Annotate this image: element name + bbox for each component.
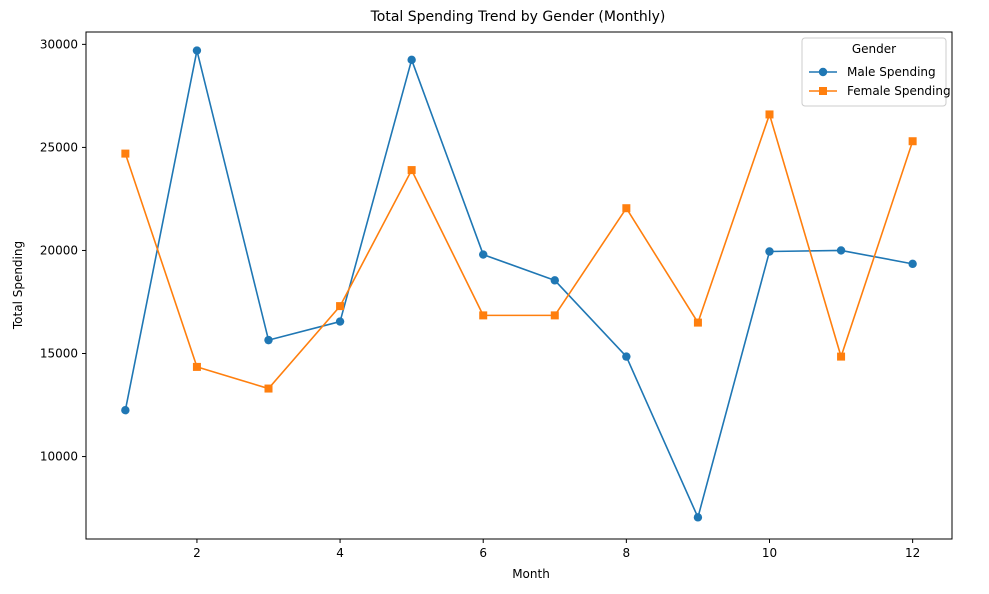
male-data-point [693, 513, 703, 522]
chart-title: Total Spending Trend by Gender (Monthly) [370, 9, 666, 25]
female-data-point [765, 110, 774, 119]
legend-entry-label: Female Spending [847, 84, 951, 98]
legend: Gender Male Spending Female Spending [801, 37, 951, 107]
plot-frame [85, 31, 953, 540]
male-data-point [622, 352, 631, 361]
y-tick-label: 30000 [40, 37, 78, 51]
x-axis-label: Month [512, 567, 550, 581]
axis-ticks: 2 4 6 8 10 12 10000 15000 20000 25000 30000 [40, 37, 920, 560]
y-tick-label: 15000 [40, 347, 78, 361]
y-tick-label: 10000 [40, 450, 78, 464]
series-line-female [124, 113, 914, 390]
legend-box [801, 37, 947, 107]
legend-circle-marker [818, 67, 828, 77]
male-data-point [335, 317, 345, 326]
female-data-point [192, 362, 201, 371]
male-data-point [479, 250, 488, 259]
female-data-point [908, 137, 917, 146]
y-tick-label: 25000 [40, 140, 78, 154]
x-tick-label: 12 [905, 546, 920, 560]
y-axis-label: Total Spending [11, 241, 25, 330]
male-data-point [121, 405, 130, 415]
y-tick-label: 20000 [40, 243, 78, 257]
male-data-point [550, 276, 559, 285]
series-line-male [124, 49, 913, 519]
x-tick-label: 6 [479, 546, 487, 560]
female-data-point [336, 302, 345, 311]
male-data-point [908, 259, 917, 269]
female-data-point [407, 166, 416, 175]
male-data-point [407, 55, 416, 65]
male-data-point [264, 335, 273, 345]
female-data-point [837, 352, 846, 361]
x-tick-label: 10 [762, 546, 777, 560]
female-data-point [622, 204, 631, 213]
legend-title: Gender [852, 42, 896, 56]
female-data-point [479, 311, 488, 320]
x-tick-label: 4 [336, 546, 344, 560]
male-data-point [192, 46, 202, 55]
legend-square-marker [819, 87, 827, 95]
x-tick-label: 2 [193, 546, 201, 560]
series-layer [121, 46, 917, 522]
legend-entry-label: Male Spending [847, 65, 936, 79]
male-data-point [836, 246, 846, 255]
female-data-point [264, 384, 273, 393]
x-tick-label: 8 [623, 546, 631, 560]
female-data-point [121, 149, 130, 158]
female-data-point [693, 318, 702, 327]
male-data-point [765, 247, 774, 256]
female-data-point [550, 311, 559, 320]
